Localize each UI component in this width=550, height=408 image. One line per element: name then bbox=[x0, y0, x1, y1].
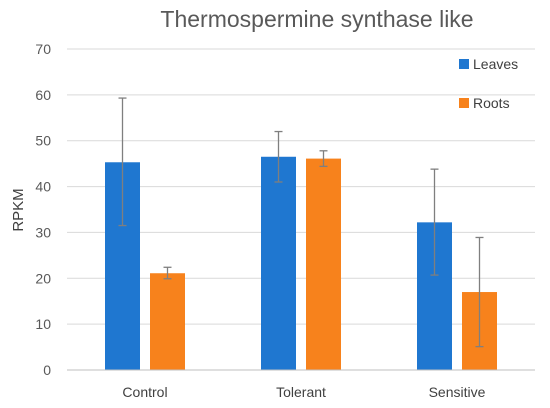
legend-swatch bbox=[459, 59, 469, 69]
legend-item-roots: Roots bbox=[459, 95, 510, 111]
x-category-label: Tolerant bbox=[276, 384, 326, 400]
error-bars bbox=[118, 97, 484, 348]
bars bbox=[105, 156, 497, 370]
chart-title: Thermospermine synthase like bbox=[160, 6, 473, 32]
error-bar-roots-tolerant bbox=[319, 150, 328, 168]
y-axis-label: RPKM bbox=[10, 188, 27, 231]
bar-roots-tolerant bbox=[306, 158, 341, 370]
y-tick-label: 20 bbox=[35, 270, 51, 286]
error-bar-roots-sensitive bbox=[475, 236, 484, 348]
legend: Leaves Roots bbox=[459, 56, 518, 111]
y-tick-label: 60 bbox=[35, 87, 51, 103]
bar-roots-control bbox=[150, 273, 185, 370]
y-tick-label: 40 bbox=[35, 179, 51, 195]
legend-label: Leaves bbox=[473, 56, 518, 72]
legend-item-leaves: Leaves bbox=[459, 56, 518, 72]
legend-swatch bbox=[459, 98, 469, 108]
x-category-labels: Control Tolerant Sensitive bbox=[122, 384, 485, 400]
y-tick-label: 30 bbox=[35, 224, 51, 240]
error-bar-leaves-tolerant bbox=[274, 130, 283, 183]
y-tick-label: 50 bbox=[35, 133, 51, 149]
y-tick-label: 70 bbox=[35, 41, 51, 57]
y-tick-labels: 0 10 20 30 40 50 60 70 bbox=[35, 41, 51, 378]
x-category-label: Control bbox=[122, 384, 167, 400]
y-tick-label: 0 bbox=[43, 362, 51, 378]
x-category-label: Sensitive bbox=[429, 384, 486, 400]
bar-leaves-tolerant bbox=[261, 156, 296, 370]
y-tick-label: 10 bbox=[35, 316, 51, 332]
error-bar-leaves-sensitive bbox=[430, 168, 439, 276]
gridlines bbox=[67, 48, 535, 325]
error-bar-leaves-control bbox=[118, 97, 127, 227]
error-bar-roots-control bbox=[163, 266, 172, 280]
legend-label: Roots bbox=[473, 95, 510, 111]
